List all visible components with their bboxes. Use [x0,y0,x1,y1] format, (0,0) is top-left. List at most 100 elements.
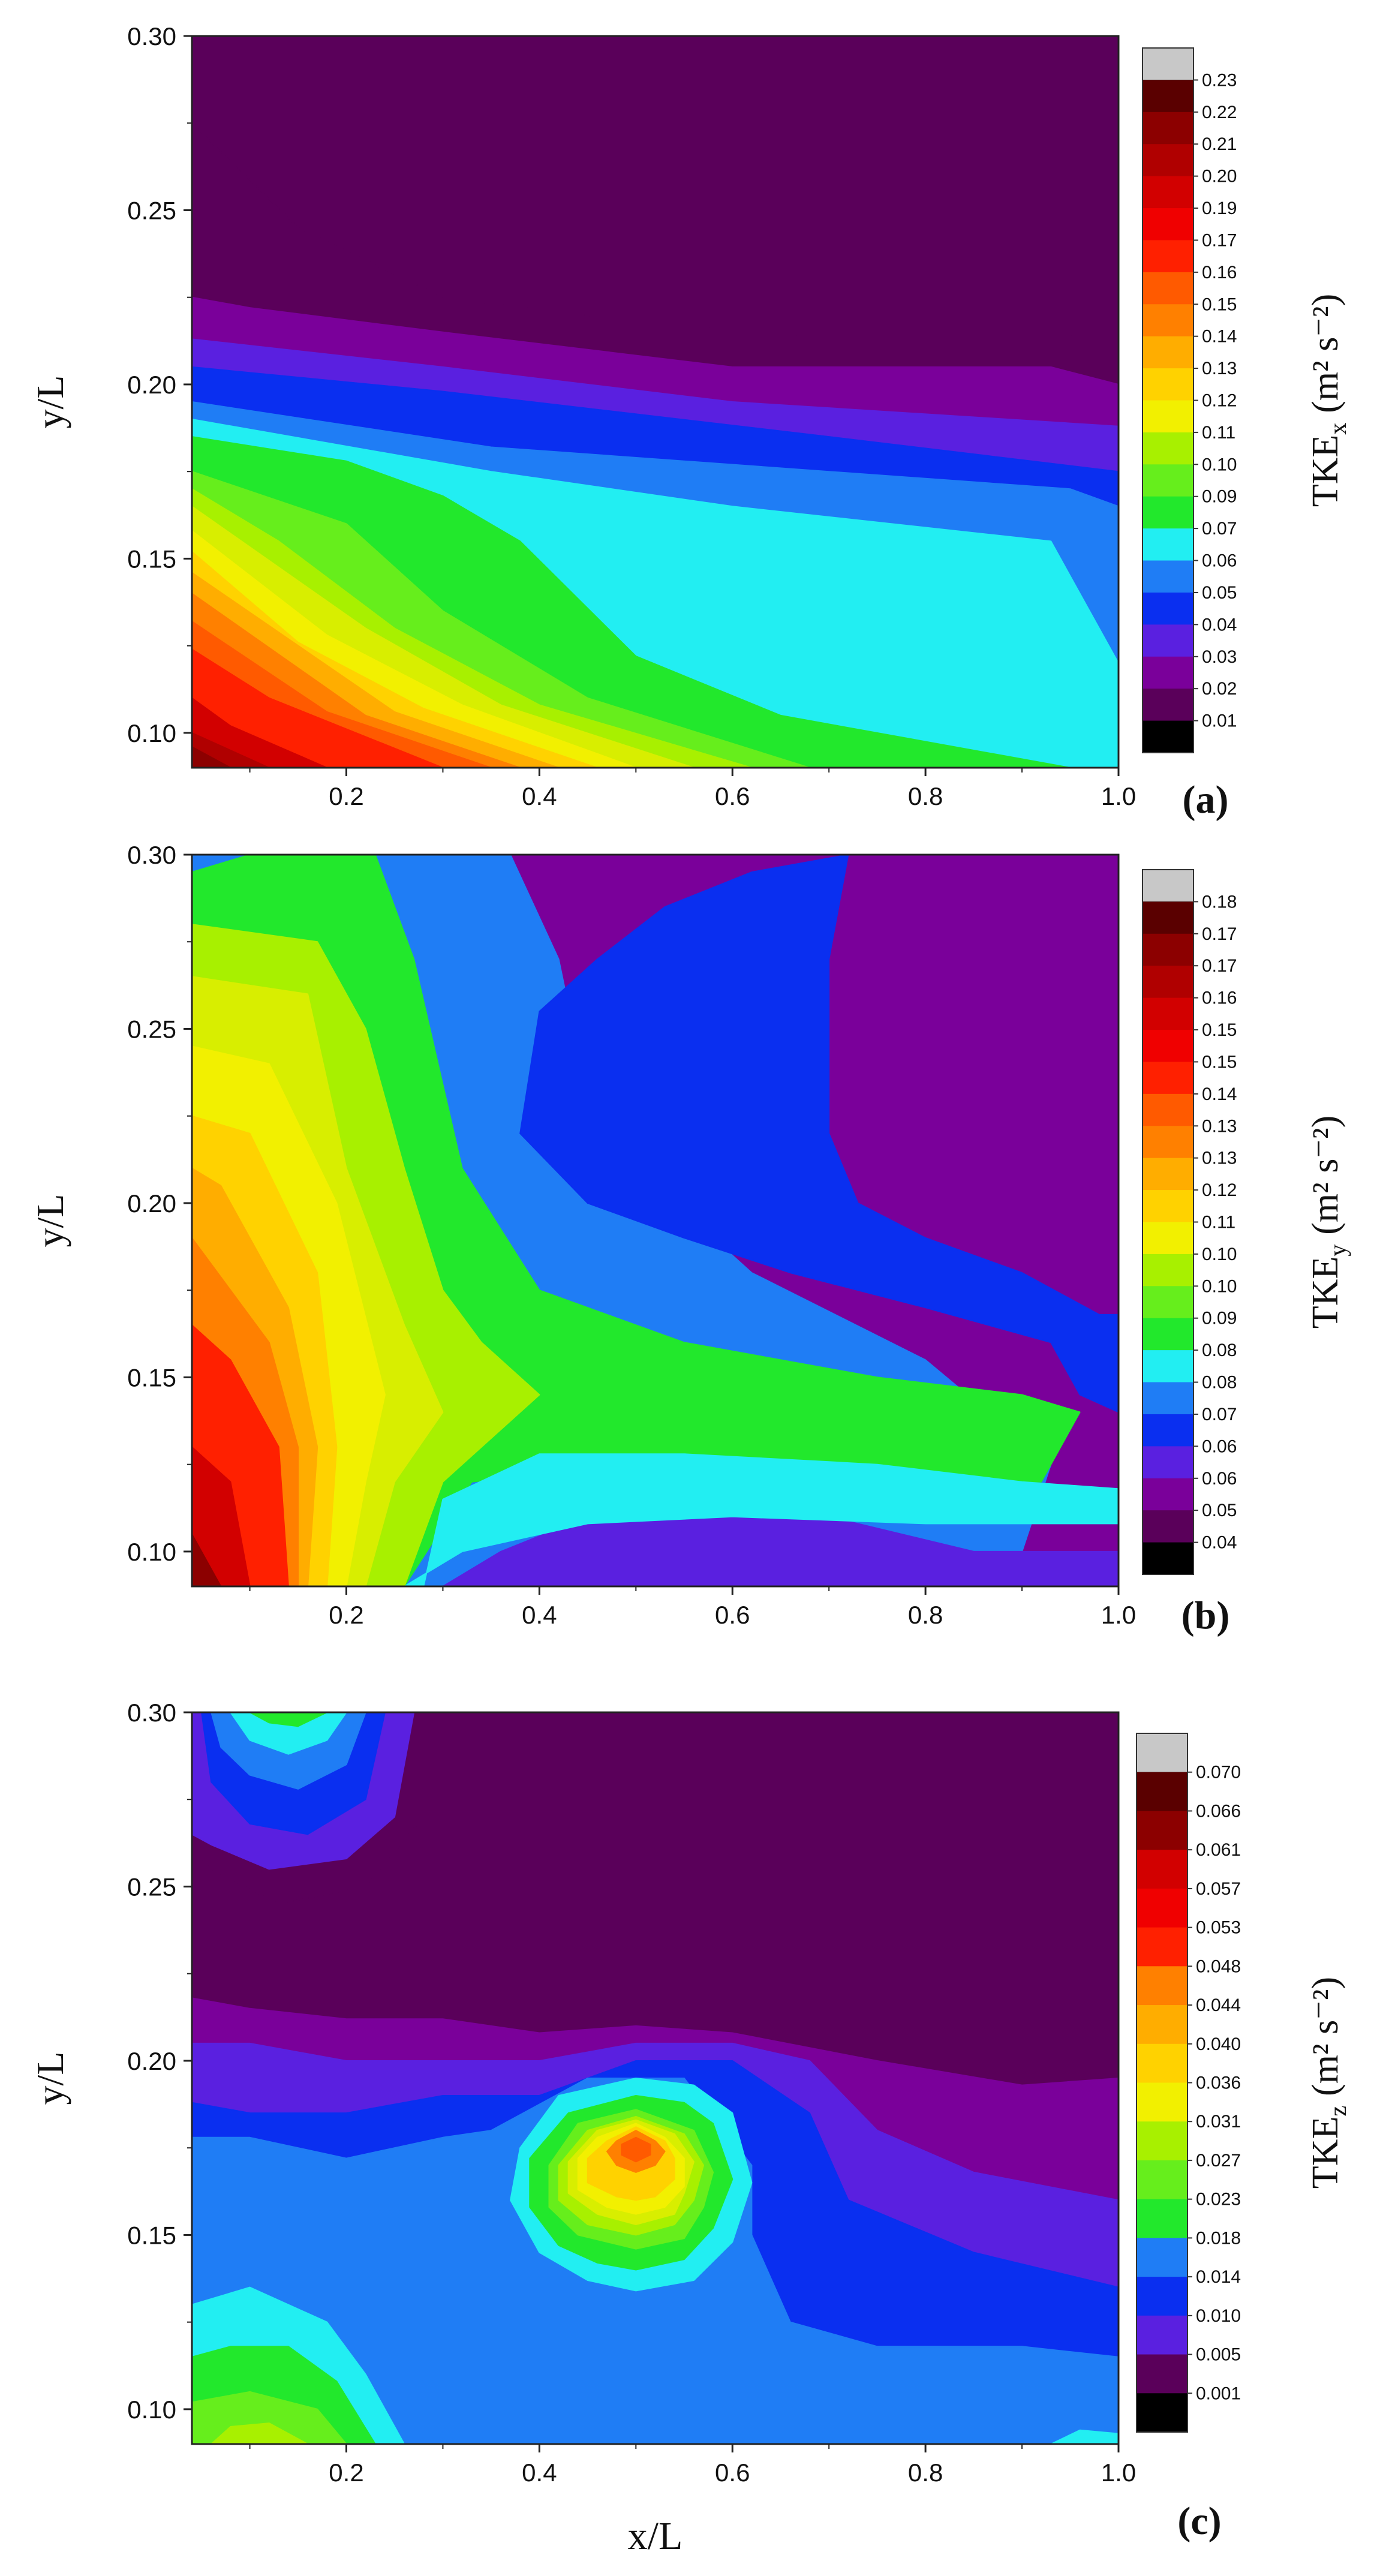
contour-band [519,855,1119,1413]
colorbar-segment [1137,1966,1187,2006]
colorbar-tick-label: 0.22 [1202,103,1237,122]
contour-band [442,1516,1119,1586]
colorbar-cap [1142,869,1194,902]
contour-band [192,1533,222,1586]
colorbar-tick-label: 0.06 [1202,1469,1237,1489]
colorbar-segment [1143,368,1193,401]
y-tick-label: 0.30 [127,22,176,50]
x-tick-label: 0.4 [522,782,557,810]
colorbar-tick-label: 0.01 [1202,711,1237,731]
colorbar-tick-label: 0.14 [1202,327,1237,347]
colorbar-title-subscript: y [1324,1245,1351,1257]
colorbar-segment [1143,1414,1193,1447]
colorbar-segment [1143,1446,1193,1479]
colorbar-tick-label: 0.15 [1202,1052,1237,1072]
colorbar-segment [1143,112,1193,145]
colorbar-tick-label: 0.11 [1202,423,1235,443]
y-tick-label: 0.20 [127,371,176,399]
colorbar-tick-label: 0.12 [1202,391,1237,411]
contour-band [192,1446,251,1586]
colorbar-segment [1143,656,1193,689]
colorbar-segment [1143,496,1193,529]
colorbar-tick-label: 0.09 [1202,487,1237,507]
x-tick-label: 0.2 [329,782,363,810]
contour-band [230,1712,347,1755]
colorbar-segment [1143,1350,1193,1383]
colorbar-tick-label: 0.19 [1202,199,1237,218]
colorbar-segment [1143,1542,1193,1575]
colorbar-segment [1137,2393,1187,2433]
colorbar-tick-label: 0.023 [1196,2190,1241,2210]
colorbar-segment [1143,1478,1193,1511]
colorbar-title-subscript: z [1324,2106,1351,2117]
colorbar-title: TKEz (m² s⁻²) [1305,1977,1351,2189]
colorbar-segment [1143,1093,1193,1126]
y-axis-label: y/L [29,1194,71,1248]
colorbar-segment [1143,560,1193,593]
panel-label: (b) [1181,1594,1230,1637]
colorbar-segment [1143,1190,1193,1222]
colorbar-segment [1143,1382,1193,1415]
plot-area [192,855,1119,1586]
colorbar-tick-label: 0.03 [1202,647,1237,667]
colorbar-tick-label: 0.06 [1202,1436,1237,1456]
colorbar-tick-label: 0.036 [1196,2073,1241,2093]
colorbar-tick-label: 0.20 [1202,167,1237,187]
colorbar-tick-label: 0.027 [1196,2151,1241,2171]
x-tick-label: 0.8 [908,1601,943,1629]
colorbar-tick-label: 0.13 [1202,1149,1237,1168]
colorbar-segment [1143,144,1193,177]
colorbar-tick-label: 0.02 [1202,679,1237,699]
x-tick-label: 0.4 [522,2458,557,2487]
y-tick-label: 0.30 [127,841,176,869]
contour-band [621,2136,651,2163]
colorbar-tick-label: 0.14 [1202,1084,1237,1104]
colorbar-segment [1143,1510,1193,1543]
colorbar-tick-label: 0.21 [1202,134,1237,154]
colorbar-segment [1143,528,1193,561]
colorbar-tick-label: 0.06 [1202,551,1237,571]
colorbar-segment [1137,2082,1187,2122]
colorbar-tick-label: 0.04 [1202,1533,1237,1553]
y-tick-label: 0.20 [127,1189,176,1218]
colorbar-segment [1143,624,1193,657]
colorbar-segment [1137,1888,1187,1928]
colorbar-tick-label: 0.040 [1196,2034,1241,2054]
colorbar-segment [1137,2121,1187,2161]
colorbar-tick-label: 0.066 [1196,1801,1241,1821]
y-tick-label: 0.15 [127,2221,176,2249]
colorbar-segment [1143,1030,1193,1062]
colorbar-segment [1137,2005,1187,2045]
colorbar-segment [1143,304,1193,337]
contour-band [404,1453,1119,1586]
colorbar-tick-label: 0.04 [1202,615,1237,635]
colorbar-tick-label: 0.07 [1202,519,1237,539]
colorbar-segment [1143,933,1193,966]
colorbar-segment [1143,1254,1193,1287]
x-tick-label: 0.6 [715,782,750,810]
colorbar-tick-label: 0.17 [1202,230,1237,250]
x-tick-label: 0.6 [715,1601,750,1629]
colorbar-tick-label: 0.018 [1196,2228,1241,2248]
contour-band [192,746,232,768]
plot-area [192,36,1119,768]
colorbar-tick-label: 0.07 [1202,1405,1237,1424]
colorbar-title-unit: (m² s⁻²) [1305,1116,1346,1235]
colorbar-tick-label: 0.10 [1202,1245,1237,1264]
x-tick-label: 0.8 [908,782,943,810]
colorbar-segment [1137,2315,1187,2355]
contour-band [211,2422,309,2444]
colorbar-cap [1136,1733,1188,1773]
colorbar-title: TKEx (m² s⁻²) [1305,294,1351,507]
y-tick-label: 0.10 [127,1538,176,1566]
colorbar-tick-label: 0.053 [1196,1918,1241,1938]
colorbar-tick-label: 0.05 [1202,583,1237,603]
colorbar-tick-label: 0.18 [1202,892,1237,912]
colorbar-segment [1143,400,1193,433]
colorbar-segment [1143,901,1193,934]
colorbar-segment [1137,2354,1187,2394]
plot-area [192,1712,1119,2444]
colorbar-title-unit: (m² s⁻²) [1305,1977,1346,2096]
colorbar-segment [1143,1126,1193,1159]
colorbar-tick-label: 0.08 [1202,1373,1237,1393]
